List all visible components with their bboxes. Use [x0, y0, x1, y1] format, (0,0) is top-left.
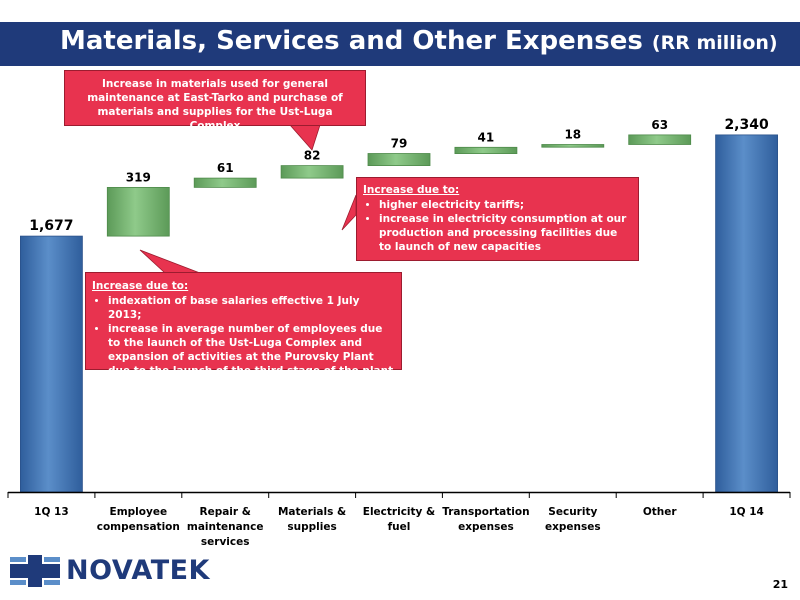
callout-employee: Increase due to: indexation of base sala… [85, 272, 402, 377]
category-label: Materials & [278, 506, 346, 518]
bar [541, 144, 605, 148]
callout-employee-item: increase in average number of employees … [108, 322, 395, 378]
page-number: 21 [772, 578, 788, 591]
novatek-logo-icon [10, 555, 60, 587]
category-label: services [201, 536, 250, 548]
data-label: 41 [478, 130, 495, 144]
callout-electricity-item: increase in electricity consumption at o… [379, 212, 632, 254]
bar [628, 134, 692, 145]
logo-text: NOVATEK [66, 555, 210, 586]
bar [19, 235, 83, 493]
bar [715, 134, 778, 493]
data-label: 1,677 [29, 218, 73, 234]
bar [367, 153, 431, 167]
category-label: fuel [388, 521, 411, 533]
category-label: supplies [287, 521, 336, 533]
novatek-logo: NOVATEK [10, 555, 210, 587]
callout-electricity-title: Increase due to: [363, 184, 460, 196]
title-unit: (RR million) [651, 32, 778, 54]
callout-employee-pointer [139, 249, 201, 274]
bar [193, 177, 257, 188]
callout-materials-pointer [289, 124, 321, 151]
callout-electricity-pointer [341, 194, 357, 231]
category-label: 1Q 13 [34, 506, 69, 518]
callout-materials-text: Increase in materials used for general m… [87, 78, 343, 132]
category-label: Transportation [442, 506, 529, 518]
category-label: Electricity & [363, 506, 435, 518]
data-label: 319 [126, 170, 151, 184]
callout-employee-item: indexation of base salaries effective 1 … [108, 294, 395, 322]
bar [454, 146, 518, 155]
data-label: 2,340 [724, 117, 769, 133]
category-label: compensation [97, 521, 180, 533]
category-label: expenses [458, 521, 514, 533]
callout-electricity-item: higher electricity tariffs; [379, 198, 632, 212]
callout-materials: Increase in materials used for general m… [64, 70, 366, 132]
page-title: Materials, Services and Other Expenses (… [60, 26, 778, 56]
callout-employee-title: Increase due to: [92, 280, 189, 292]
bar [106, 186, 170, 237]
category-label: maintenance [187, 521, 264, 533]
data-label: 79 [391, 137, 408, 151]
category-label: Other [643, 506, 678, 518]
bar [280, 165, 344, 179]
title-bar: Materials, Services and Other Expenses (… [0, 22, 800, 66]
data-label: 18 [564, 128, 581, 142]
category-label: Employee [110, 506, 168, 518]
category-label: expenses [545, 521, 601, 533]
category-label: 1Q 14 [729, 506, 764, 518]
category-label: Repair & [199, 506, 250, 518]
data-label: 82 [304, 149, 321, 163]
category-label: Security [548, 506, 597, 518]
callout-electricity: Increase due to: higher electricity tari… [356, 177, 639, 261]
data-label: 61 [217, 161, 234, 175]
data-label: 63 [651, 118, 668, 132]
